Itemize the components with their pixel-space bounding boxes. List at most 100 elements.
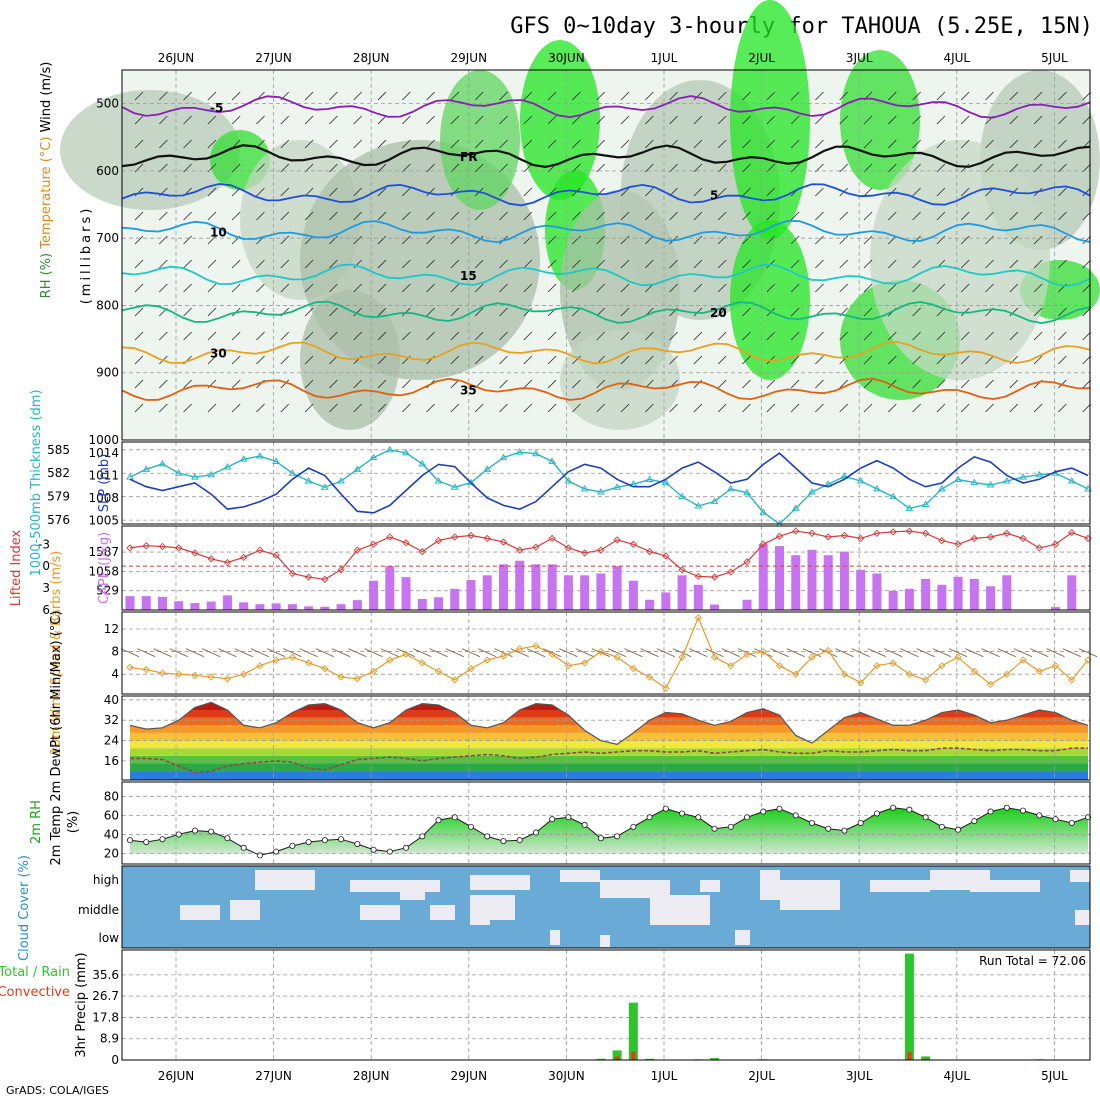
temp-band	[130, 732, 1088, 741]
wind-barb	[815, 211, 824, 221]
wind-barb	[377, 187, 387, 197]
wind-barb	[450, 259, 460, 269]
wind-barb	[572, 91, 581, 101]
li-point	[467, 531, 475, 540]
bottom-date-label: 27JUN	[255, 1069, 292, 1083]
cape-bar	[710, 604, 720, 610]
wind-barb	[802, 648, 822, 658]
wind-barb	[402, 211, 411, 221]
wind-barb	[159, 211, 168, 221]
wind-barb	[377, 163, 387, 173]
rh-point	[240, 844, 247, 851]
thickness-point	[564, 477, 573, 484]
cape-bar	[531, 564, 541, 610]
wind-barb	[766, 91, 776, 101]
li-point	[207, 555, 215, 563]
cloud-clear-patch	[735, 930, 750, 945]
li-point	[694, 572, 702, 581]
wind-barb	[402, 91, 411, 101]
thickness-point	[239, 455, 248, 462]
wind-barb	[1062, 648, 1081, 658]
wind-barb	[329, 235, 338, 245]
run-total-label: Run Total = 72.06	[979, 954, 1086, 968]
wind-barb	[620, 307, 630, 317]
wind-barb	[474, 235, 484, 245]
wind-barb	[912, 187, 921, 197]
thickness-point	[353, 465, 362, 472]
wind-speed-point	[1068, 676, 1076, 684]
wind-barb	[547, 139, 557, 149]
temp-tick-label: 24	[104, 734, 119, 748]
wind-barb	[645, 139, 654, 149]
li-point	[986, 533, 995, 541]
upper-ylabel-part: RH (%)	[39, 249, 54, 299]
rh-point	[338, 836, 345, 843]
wind-speed-point	[142, 666, 150, 674]
chart-title: GFS 0~10day 3-hourly for TAHOUA (5.25E, …	[510, 14, 1093, 39]
isotherm-line	[121, 263, 1091, 288]
wind-barb	[474, 355, 484, 365]
li-point	[516, 546, 524, 554]
wind-barb	[159, 283, 168, 293]
cape-bar	[401, 577, 411, 610]
wind-barb	[936, 163, 946, 173]
wind-barb	[134, 115, 144, 125]
wind-speed-point	[1003, 670, 1011, 678]
precip-convective-bar	[631, 1051, 636, 1060]
li-point	[710, 573, 719, 581]
wind-barb	[499, 355, 508, 365]
thickness-tick-label: 579	[47, 490, 70, 504]
wind-barb	[331, 648, 351, 658]
wind-barb	[572, 115, 581, 125]
wind-barb	[329, 379, 338, 389]
rh-point	[711, 825, 718, 832]
wind-barb	[377, 139, 387, 149]
cape-bar	[563, 575, 573, 610]
cape-bar	[287, 604, 297, 610]
wind-barb	[526, 648, 546, 658]
wind-barb	[960, 211, 970, 221]
wind-speed-point	[548, 650, 556, 659]
wind-speed-point	[337, 673, 345, 681]
wind-speed-point	[353, 675, 361, 683]
wind-barb	[596, 259, 605, 269]
wind-barb	[815, 91, 824, 101]
wind-barb	[169, 648, 188, 658]
wind-barb	[218, 648, 237, 658]
wind-barb	[888, 115, 897, 125]
slp-line	[129, 452, 1089, 514]
rh-shade	[560, 330, 680, 430]
wind-barb	[985, 403, 994, 413]
rh-point	[1020, 807, 1027, 814]
wind-barb	[377, 331, 387, 341]
wind-barb	[883, 648, 903, 658]
thickness-point	[613, 483, 622, 490]
wind-barb	[547, 235, 557, 245]
wind-barb	[790, 163, 800, 173]
li-point	[532, 543, 540, 551]
wind-barb	[402, 307, 411, 317]
wind-barb	[283, 648, 302, 658]
thickness-point	[207, 470, 216, 478]
precip-tick-label: 26.7	[92, 989, 119, 1003]
wind-barb	[1058, 259, 1067, 269]
wind-barb	[523, 355, 533, 365]
wind-barb	[450, 331, 460, 341]
wind-barb	[693, 403, 703, 413]
wind-barb	[591, 648, 611, 658]
wind-barb	[656, 648, 676, 658]
li-point	[288, 569, 297, 578]
wind-barb	[693, 211, 703, 221]
li-point	[418, 547, 426, 556]
rh-point	[403, 844, 410, 851]
wind-speed-point	[418, 659, 426, 667]
cape-bar	[450, 588, 460, 610]
wind-speed-point	[207, 673, 215, 681]
wind-barb	[863, 139, 873, 149]
wind-barb	[134, 355, 144, 365]
wind-barb	[183, 307, 192, 317]
wind-barb	[183, 163, 192, 173]
li-point	[824, 533, 832, 541]
isotherm-label: -5	[210, 101, 223, 115]
rh-tick-label: 40	[104, 827, 119, 841]
